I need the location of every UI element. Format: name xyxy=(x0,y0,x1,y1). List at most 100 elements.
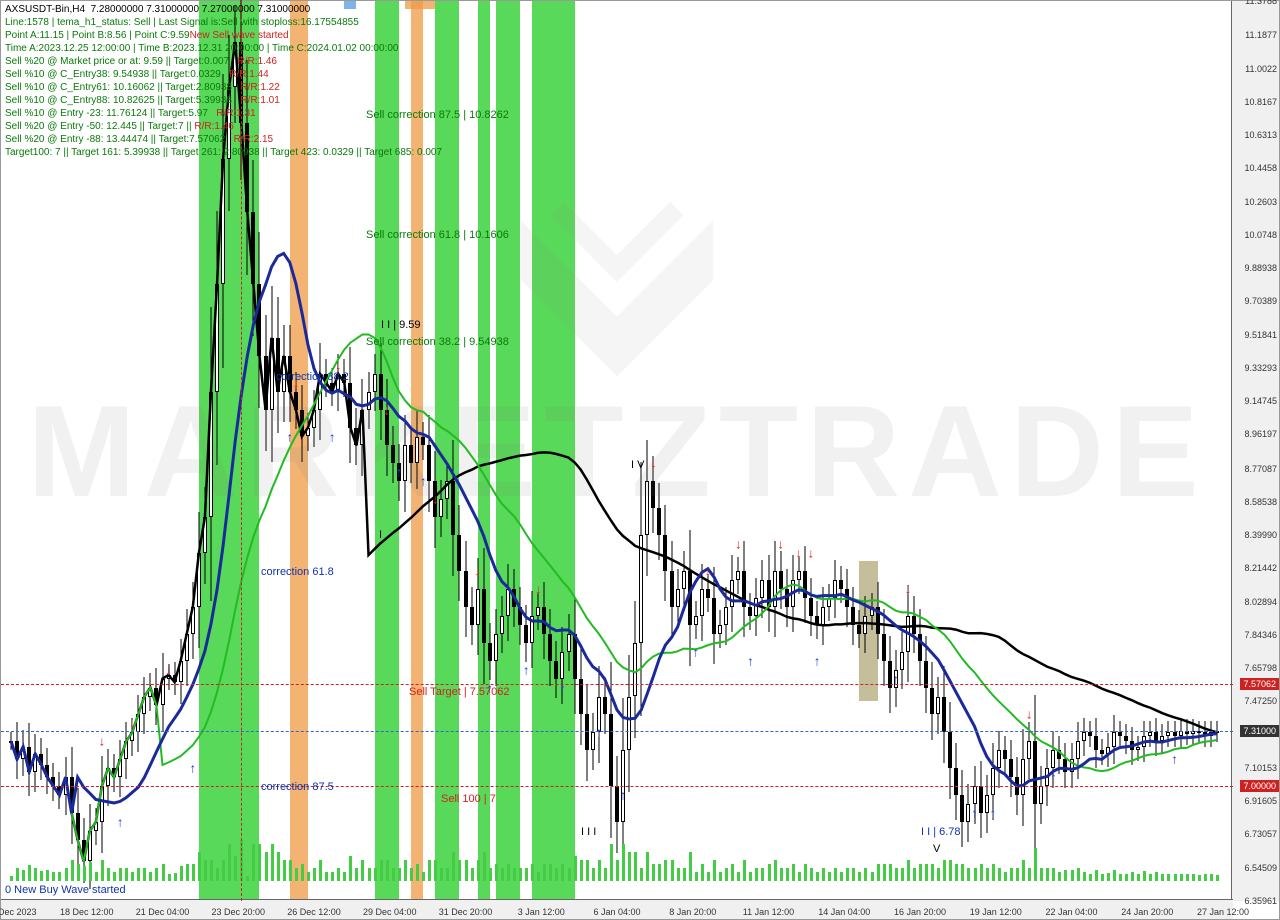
volume-bar xyxy=(137,868,140,881)
candle xyxy=(754,578,758,635)
candle xyxy=(1039,766,1043,823)
volume-bar xyxy=(683,868,686,881)
volume-bar xyxy=(1155,872,1158,881)
volume-bar xyxy=(949,860,952,881)
chart-plot-area[interactable]: MARKETZTRADE ↓↓↑↓↑↓↑↓↑↓↑↓↑↓↑↓↑↑↑↑↓↓↑↓↑↓↓… xyxy=(1,1,1233,901)
candle xyxy=(76,788,80,865)
volume-bar xyxy=(658,864,661,881)
candle xyxy=(827,584,831,622)
candle xyxy=(573,598,577,715)
candle xyxy=(1179,718,1183,748)
volume-bar xyxy=(1167,874,1170,881)
candle xyxy=(1185,719,1189,745)
volume-bar xyxy=(871,872,874,881)
x-tick: 21 Dec 04:00 xyxy=(136,907,190,917)
info-line: Sell %20 @ Entry -50: 12.445 || Target:7… xyxy=(5,120,442,133)
volume-bar xyxy=(125,868,128,881)
volume-bar xyxy=(525,868,528,881)
volume-bar xyxy=(162,864,165,881)
candle xyxy=(1088,721,1092,747)
volume-bar xyxy=(1119,874,1122,881)
candle xyxy=(797,557,801,595)
volume-bar xyxy=(271,844,274,881)
candle xyxy=(948,702,952,799)
candle xyxy=(1070,743,1074,789)
volume-bar xyxy=(1192,874,1195,881)
candle xyxy=(839,566,843,604)
chart-annotation: I I | 6.78 xyxy=(921,826,961,838)
candle xyxy=(118,740,122,797)
volume-bar xyxy=(646,852,649,881)
candle xyxy=(1094,718,1098,767)
volume-bar xyxy=(1113,870,1116,881)
volume-bar xyxy=(107,868,110,881)
volume-bar xyxy=(380,860,383,881)
volume-bar xyxy=(1161,874,1164,881)
candle xyxy=(809,578,813,635)
arrow-up-icon: ↑ xyxy=(893,671,900,686)
volume-bar xyxy=(77,864,80,881)
candle xyxy=(912,596,916,653)
candle xyxy=(645,440,649,576)
candle xyxy=(1166,721,1170,747)
candle xyxy=(1130,727,1134,765)
volume-bar xyxy=(798,872,801,881)
volume-bar xyxy=(804,864,807,881)
candle xyxy=(857,610,861,648)
volume-bar xyxy=(149,872,152,881)
x-tick: 3 Jan 12:00 xyxy=(518,907,565,917)
y-tick: 9.33293 xyxy=(1244,363,1277,373)
volume-bar xyxy=(610,844,613,881)
x-tick: 18 Dec 12:00 xyxy=(60,907,114,917)
candle xyxy=(791,555,795,632)
candle xyxy=(930,662,934,739)
candle xyxy=(979,761,983,838)
volume-bar xyxy=(840,872,843,881)
candle xyxy=(676,569,680,626)
volume-bar xyxy=(925,864,928,881)
candle xyxy=(554,641,558,698)
volume-bar xyxy=(592,868,595,881)
x-tick: 15 Dec 2023 xyxy=(0,907,37,917)
candle xyxy=(1148,721,1152,747)
y-tick: 10.8167 xyxy=(1244,97,1277,107)
volume-bar xyxy=(707,872,710,881)
y-tick: 8.02894 xyxy=(1244,597,1277,607)
info-line: AXSUSDT-Bin,H4 7.28000000 7.31000000 7.2… xyxy=(5,3,442,16)
candle xyxy=(997,731,1001,788)
y-tick: 11.0022 xyxy=(1245,64,1277,74)
volume-bar xyxy=(780,868,783,881)
volume-bar xyxy=(883,864,886,881)
volume-bar xyxy=(622,844,625,881)
candle xyxy=(1021,729,1025,826)
chart-annotation: Sell correction 38.2 | 9.54938 xyxy=(366,336,509,348)
volume-bar xyxy=(719,872,722,881)
x-tick: 6 Jan 04:00 xyxy=(593,907,640,917)
volume-bar xyxy=(889,864,892,881)
candle xyxy=(1136,736,1140,762)
arrow-down-icon: ↓ xyxy=(383,402,390,417)
volume-bar xyxy=(234,856,237,881)
candle xyxy=(1160,724,1164,754)
candle xyxy=(906,585,910,682)
candle xyxy=(742,541,746,638)
y-tick: 7.84346 xyxy=(1244,630,1277,640)
candle xyxy=(1063,743,1067,789)
volume-bar xyxy=(1143,871,1146,881)
volume-bar xyxy=(265,852,268,881)
candle xyxy=(1045,749,1049,806)
volume-bar xyxy=(616,860,619,881)
y-tick: 11.3788 xyxy=(1245,0,1277,6)
volume-bar xyxy=(967,868,970,881)
volume-bar xyxy=(477,860,480,881)
candle xyxy=(457,505,461,602)
candle xyxy=(33,734,37,791)
volume-bar xyxy=(1064,870,1067,881)
volume-bar xyxy=(40,871,43,881)
volume-bar xyxy=(1210,874,1213,881)
candle xyxy=(148,673,152,711)
candle xyxy=(1173,721,1177,747)
candle xyxy=(1203,721,1207,747)
candle xyxy=(161,653,165,730)
candle xyxy=(518,587,522,644)
